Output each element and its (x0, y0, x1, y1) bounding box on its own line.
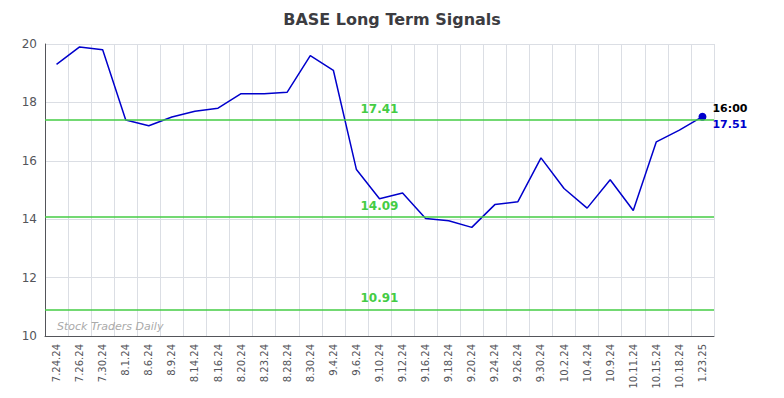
svg-text:20: 20 (22, 37, 37, 51)
svg-text:7.24.24: 7.24.24 (51, 344, 62, 382)
svg-text:9.10.24: 9.10.24 (374, 344, 385, 382)
svg-text:18: 18 (22, 95, 37, 109)
svg-text:9.6.24: 9.6.24 (351, 344, 362, 376)
svg-text:10.11.24: 10.11.24 (628, 344, 639, 389)
svg-text:14: 14 (22, 212, 37, 226)
svg-text:9.12.24: 9.12.24 (397, 344, 408, 382)
svg-text:17.51: 17.51 (712, 118, 747, 131)
svg-text:16: 16 (22, 154, 37, 168)
svg-text:8.16.24: 8.16.24 (213, 344, 224, 382)
svg-text:10: 10 (22, 329, 37, 343)
svg-text:7.26.24: 7.26.24 (74, 344, 85, 382)
svg-text:10.15.24: 10.15.24 (651, 344, 662, 389)
svg-text:8.6.24: 8.6.24 (143, 344, 154, 376)
svg-text:9.26.24: 9.26.24 (512, 344, 523, 382)
svg-text:9.4.24: 9.4.24 (328, 344, 339, 376)
svg-text:12: 12 (22, 271, 37, 285)
svg-text:1.23.25: 1.23.25 (697, 344, 708, 382)
svg-text:7.30.24: 7.30.24 (97, 344, 108, 382)
svg-text:BASE Long Term Signals: BASE Long Term Signals (283, 10, 501, 29)
svg-text:9.20.24: 9.20.24 (466, 344, 477, 382)
svg-text:9.30.24: 9.30.24 (535, 344, 546, 382)
svg-text:10.91: 10.91 (361, 291, 399, 305)
svg-text:17.41: 17.41 (361, 102, 399, 116)
svg-text:8.9.24: 8.9.24 (166, 344, 177, 376)
svg-text:8.23.24: 8.23.24 (259, 344, 270, 382)
svg-text:8.14.24: 8.14.24 (189, 344, 200, 382)
svg-text:10.9.24: 10.9.24 (605, 344, 616, 382)
svg-text:9.16.24: 9.16.24 (420, 344, 431, 382)
svg-text:10.4.24: 10.4.24 (582, 344, 593, 382)
svg-text:8.28.24: 8.28.24 (282, 344, 293, 382)
svg-text:Stock Traders Daily: Stock Traders Daily (57, 320, 164, 333)
svg-text:14.09: 14.09 (361, 199, 399, 213)
svg-text:16:00: 16:00 (712, 102, 747, 115)
svg-text:10.18.24: 10.18.24 (674, 344, 685, 389)
svg-text:10.2.24: 10.2.24 (559, 344, 570, 382)
svg-text:8.30.24: 8.30.24 (305, 344, 316, 382)
svg-text:9.24.24: 9.24.24 (489, 344, 500, 382)
svg-text:8.1.24: 8.1.24 (120, 344, 131, 376)
svg-text:8.20.24: 8.20.24 (236, 344, 247, 382)
svg-text:9.18.24: 9.18.24 (443, 344, 454, 382)
